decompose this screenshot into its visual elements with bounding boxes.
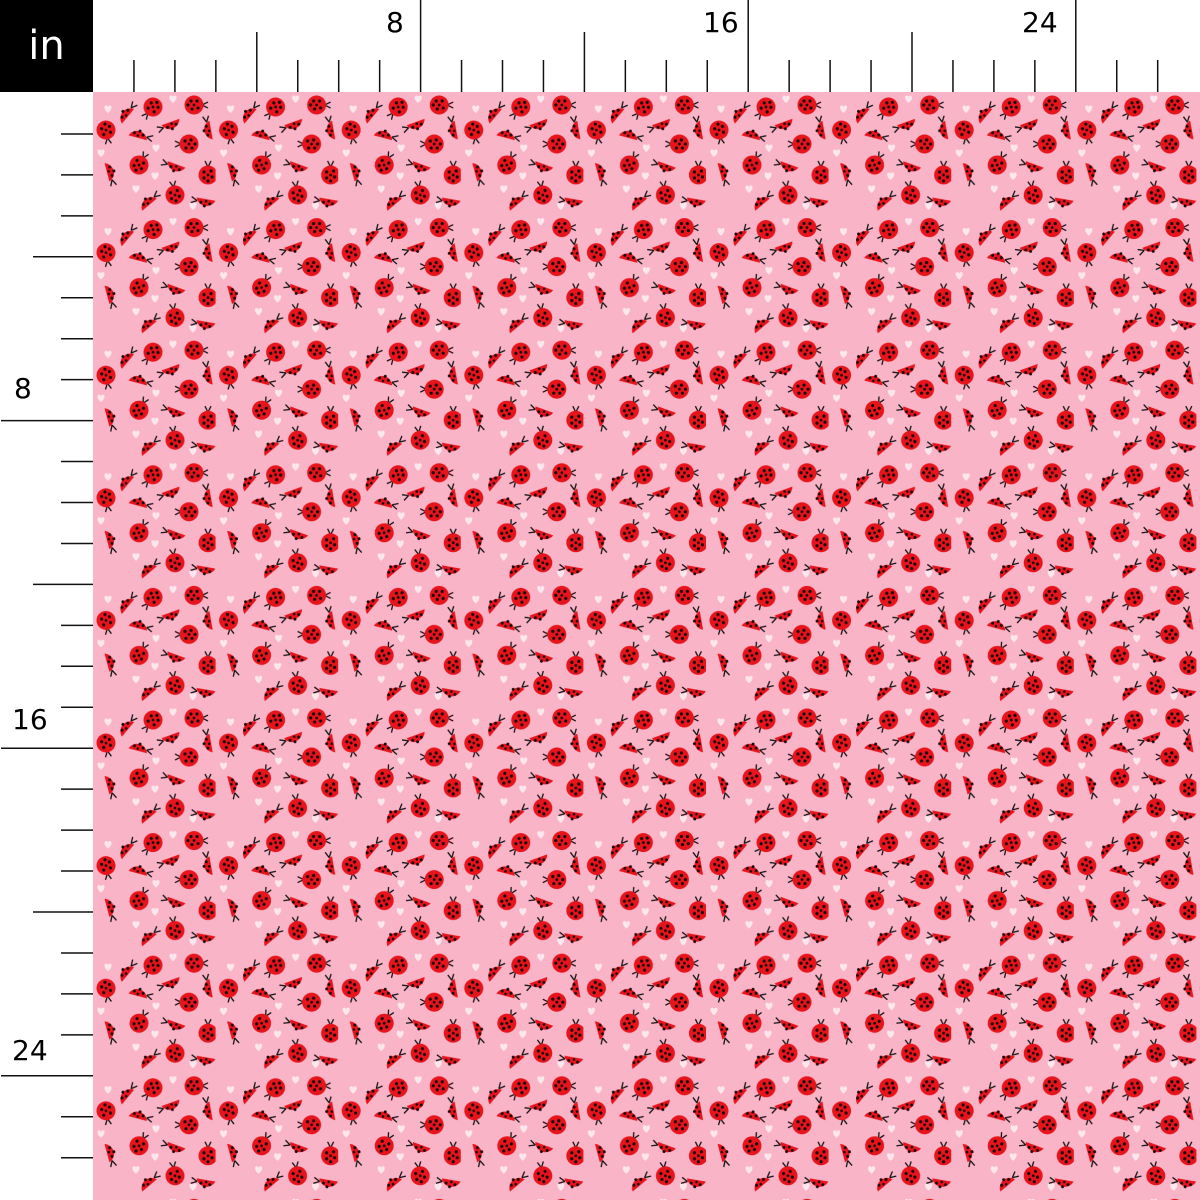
fabric-fill	[93, 92, 1200, 1200]
top-label-16: 16	[703, 6, 739, 39]
fabric-pattern	[93, 92, 1200, 1200]
left-label-24: 24	[12, 1034, 48, 1067]
left-label-8: 8	[14, 372, 32, 405]
left-label-16: 16	[12, 703, 48, 736]
top-label-24: 24	[1022, 6, 1058, 39]
top-label-8: 8	[386, 6, 404, 39]
unit-label: in	[0, 0, 93, 92]
